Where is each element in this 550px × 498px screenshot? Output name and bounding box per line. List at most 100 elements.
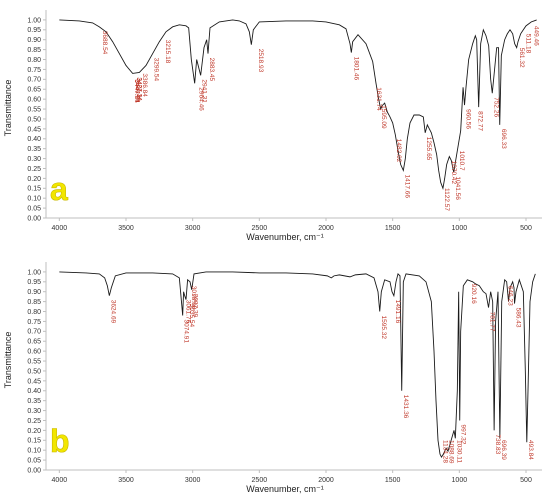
peak-label: 997.32 (460, 425, 467, 445)
y-tick-label: 0.70 (27, 77, 41, 84)
peak-label: 1070.42 (450, 161, 457, 185)
peak-label: 1482.02 (395, 139, 402, 163)
peak-label: 3386.84 (141, 73, 148, 97)
peak-label: 1255.65 (425, 137, 432, 161)
y-tick-label: 0.00 (27, 467, 41, 474)
peak-label: 960.56 (465, 109, 472, 129)
peak-label: 3444.71 (133, 79, 140, 103)
y-tick-label: 0.05 (27, 205, 41, 212)
peak-label: 3018.98 (190, 286, 197, 310)
y-tick-label: 0.45 (27, 126, 41, 133)
y-tick-label: 0.50 (27, 368, 41, 375)
peak-label: 493.84 (527, 440, 534, 460)
peak-label: 1595.09 (380, 105, 387, 129)
spectrum-line (59, 271, 536, 459)
y-tick-label: 0.15 (27, 438, 41, 445)
peak-label: 449.46 (533, 26, 540, 46)
x-tick-label: 4000 (52, 477, 68, 484)
y-tick-label: 0.80 (27, 57, 41, 64)
y-tick-label: 0.25 (27, 418, 41, 425)
y-tick-label: 0.55 (27, 358, 41, 365)
x-tick-label: 1500 (385, 477, 401, 484)
y-tick-label: 0.55 (27, 106, 41, 113)
peak-label: 1088.69 (448, 440, 455, 464)
y-tick-label: 0.60 (27, 97, 41, 104)
peak-label: 1134.28 (441, 440, 448, 463)
spectrum-panel-b: 0.00 0.05 0.10 0.15 0.20 0.25 0.30 0.35 0.40 0.45… (3, 262, 542, 494)
y-tick-label: 0.35 (27, 146, 41, 153)
y-tick-label: 1.00 (27, 17, 41, 24)
peak-label: 1041.56 (454, 176, 461, 200)
peak-label: 3007.39 (192, 294, 199, 318)
peak-label: 2964.46 (197, 87, 204, 111)
y-tick-label: 0.35 (27, 398, 41, 405)
peak-label: 2518.93 (257, 49, 264, 73)
x-tick-label: 1500 (385, 225, 401, 232)
peak-label: 696.33 (500, 129, 507, 149)
y-tick-label: 0.95 (27, 27, 41, 34)
x-tick-label: 500 (520, 477, 532, 484)
panel-a-curve-group (59, 19, 537, 190)
x-tick-label: 1000 (452, 477, 468, 484)
peak-label: 1010.7 (458, 151, 465, 171)
y-tick-label: 0.30 (27, 156, 41, 163)
y-tick-label: 0.20 (27, 176, 41, 183)
panel-a-ticks: 0.00 0.05 0.10 0.15 0.20 0.25 0.30 0.35 0.40 0.45… (27, 17, 532, 232)
peak-label: 1431.36 (402, 395, 409, 419)
x-tick-label: 2000 (318, 477, 334, 484)
x-tick-label: 2000 (318, 225, 334, 232)
peak-label: 3074.91 (183, 320, 190, 344)
peak-label: 2883.45 (208, 58, 215, 82)
peak-label: 781.77 (488, 312, 495, 332)
peak-label: 1030.11 (455, 440, 462, 463)
peak-label: 752.26 (492, 97, 499, 117)
y-tick-label: 0.45 (27, 378, 41, 385)
x-tick-label: 2500 (252, 225, 268, 232)
x-tick-label: 3500 (118, 477, 134, 484)
y-tick-label: 0.75 (27, 319, 41, 326)
peak-label: 3688.54 (101, 31, 108, 55)
panel-b-letter: b (50, 423, 70, 459)
panel-a-y-axis-title: Transmittance (3, 80, 13, 137)
peak-label: 696.39 (500, 440, 507, 460)
spectrum-panel-a: 0.00 0.05 0.10 0.15 0.20 0.25 0.30 0.35 0.40 0.45… (3, 10, 542, 242)
peak-label: 2941.31 (201, 79, 208, 103)
peak-label: 920.16 (470, 284, 477, 304)
peak-label: 561.32 (518, 48, 525, 68)
y-tick-label: 0.40 (27, 388, 41, 395)
y-tick-label: 0.65 (27, 339, 41, 346)
peak-label: 3427.34 (136, 77, 143, 101)
y-tick-label: 0.15 (27, 186, 41, 193)
y-tick-label: 0.85 (27, 299, 41, 306)
x-tick-label: 4000 (52, 225, 68, 232)
peak-label: 1801.46 (353, 57, 360, 81)
y-tick-label: 0.85 (27, 47, 41, 54)
peak-label: 586.43 (515, 308, 522, 328)
y-tick-label: 0.50 (27, 116, 41, 123)
y-tick-label: 0.90 (27, 289, 41, 296)
peak-label: 1631.74 (375, 87, 382, 111)
panel-b-ticks: 0.00 0.05 0.10 0.15 0.20 0.25 0.30 0.35 0.40 0.45… (27, 269, 532, 484)
peak-label: 511.18 (525, 34, 532, 54)
spectrum-line (59, 19, 537, 190)
y-tick-label: 0.70 (27, 329, 41, 336)
peak-label: 646.23 (507, 286, 514, 306)
x-tick-label: 1000 (452, 225, 468, 232)
y-tick-label: 1.00 (27, 269, 41, 276)
panel-a-letter: a (50, 171, 68, 207)
peak-label: 1491.16 (394, 300, 401, 324)
y-tick-label: 0.10 (27, 196, 41, 203)
y-tick-label: 0.65 (27, 87, 41, 94)
x-tick-label: 3000 (185, 477, 201, 484)
peak-label: 3624.69 (109, 300, 116, 324)
y-tick-label: 0.00 (27, 215, 41, 222)
peak-label: 1595.32 (380, 316, 387, 340)
peak-label: 3431.16 (135, 77, 142, 101)
y-tick-label: 0.30 (27, 408, 41, 415)
peak-label: 738.83 (494, 434, 501, 454)
peak-label: 3035.54 (188, 304, 195, 328)
y-tick-label: 0.25 (27, 166, 41, 173)
y-tick-label: 0.95 (27, 279, 41, 286)
